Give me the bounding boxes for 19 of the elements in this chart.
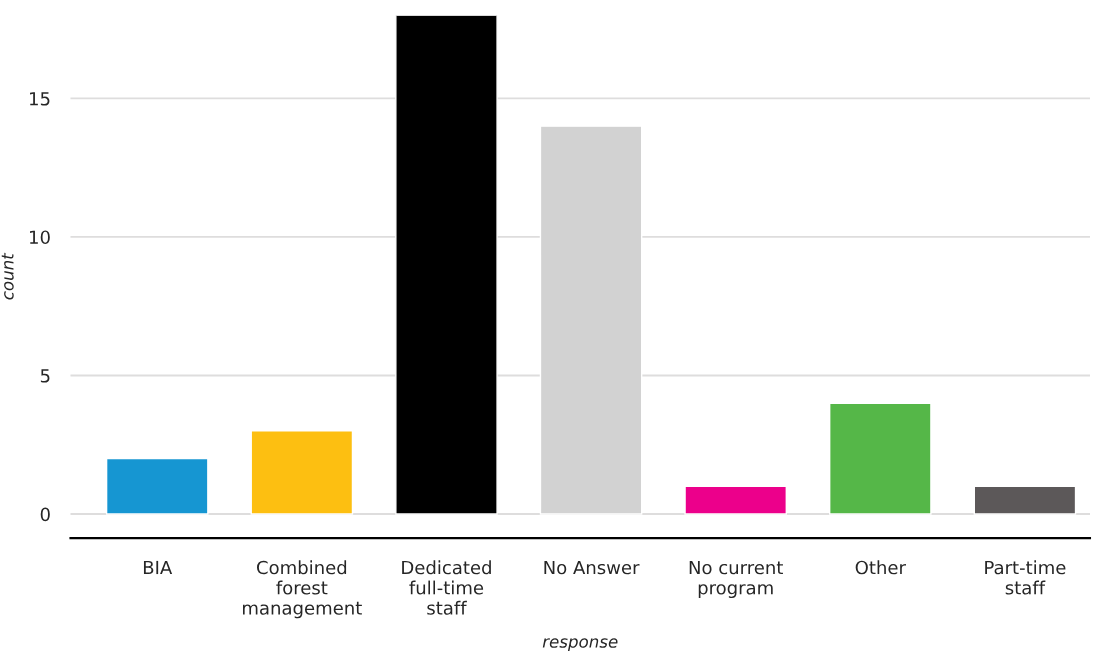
x-tick-label: Dedicated full-time staff (402, 560, 491, 615)
x-axis-title: response (542, 638, 618, 652)
y-tick-label: 10 (30, 230, 50, 245)
x-tick-label: No Answer (544, 560, 640, 575)
x-tick-label: Part-time staff (985, 560, 1066, 595)
y-axis-title: count (1, 252, 14, 300)
bar (105, 457, 209, 515)
y-tick-label: 5 (40, 369, 50, 383)
y-tick-label: 0 (40, 507, 50, 522)
x-tick-label: Combined forest management (243, 560, 362, 619)
y-tick-label: 15 (30, 92, 50, 106)
bar (250, 430, 354, 515)
bar (395, 15, 498, 515)
bar (973, 485, 1077, 515)
x-tick-label: BIA (143, 560, 173, 575)
x-tick-label: No current program (689, 560, 783, 599)
bar (684, 485, 787, 515)
bar (828, 402, 932, 515)
x-tick-label: Other (855, 560, 906, 575)
